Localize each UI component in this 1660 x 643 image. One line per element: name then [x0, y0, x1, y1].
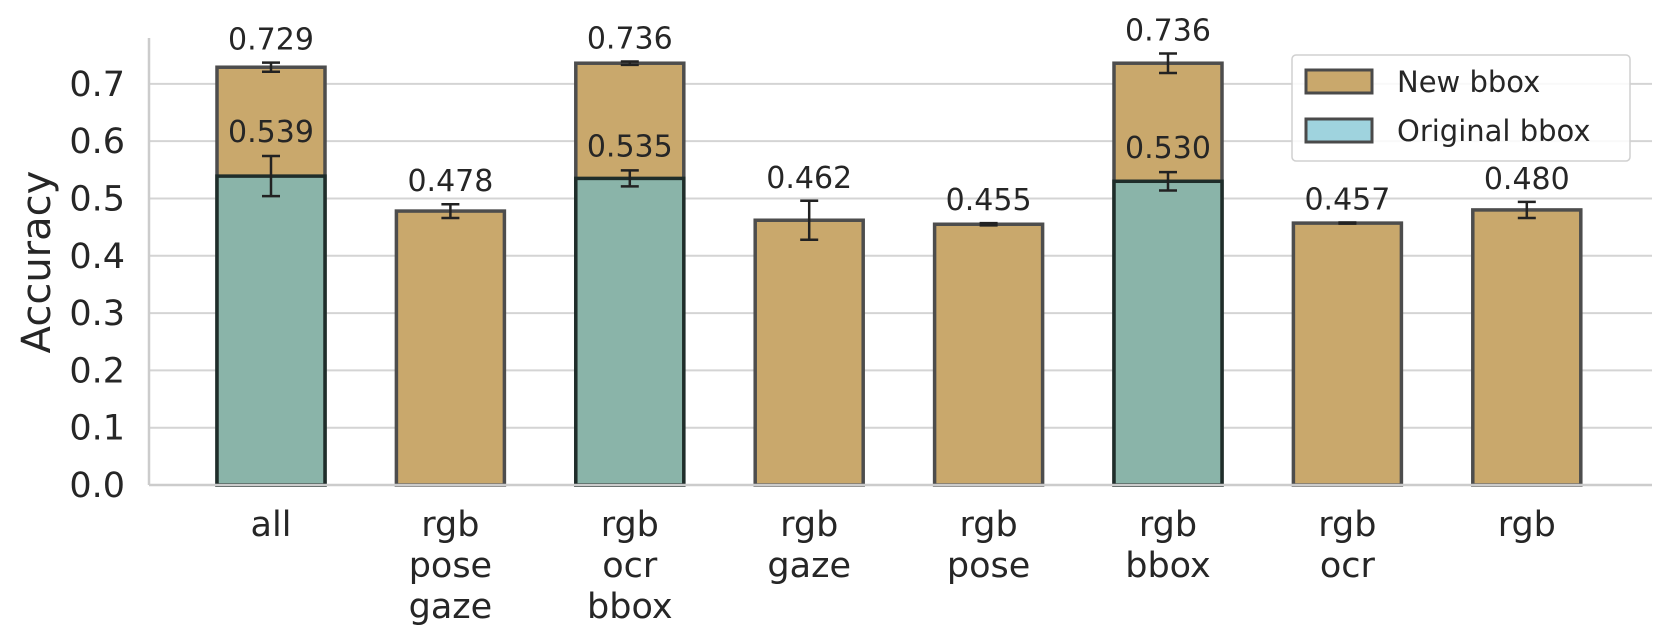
data-label-original-bbox: 0.530	[1125, 131, 1211, 166]
data-label-new-bbox: 0.480	[1484, 162, 1570, 197]
legend-label-new-bbox: New bbox	[1397, 65, 1540, 99]
data-label-new-bbox: 0.457	[1304, 183, 1390, 218]
bar-original-bbox	[1114, 181, 1222, 485]
x-tick-labels: all rgbposegazergbocrbboxrgbgazergbposerg…	[251, 505, 1556, 627]
legend-swatch-new-bbox	[1306, 70, 1372, 93]
x-tick-label: ocr	[1320, 546, 1376, 586]
y-tick-label: 0.6	[69, 122, 125, 162]
x-tick-label: rgb	[1139, 505, 1197, 545]
y-axis-label: Accuracy	[14, 171, 60, 354]
data-label-original-bbox: 0.535	[587, 129, 673, 164]
data-label-new-bbox: 0.455	[946, 183, 1032, 218]
x-tick-label: rgb	[1318, 505, 1376, 545]
legend-label-original-bbox: Original bbox	[1397, 114, 1591, 148]
bar-original-bbox	[217, 176, 325, 485]
legend: New bbox Original bbox	[1292, 55, 1630, 161]
y-tick-label: 0.2	[69, 351, 125, 391]
x-tick-label: bbox	[587, 587, 672, 627]
data-label-new-bbox: 0.736	[1125, 13, 1211, 48]
data-label-new-bbox: 0.736	[587, 21, 673, 56]
y-tick-label: 0.3	[69, 294, 125, 334]
x-tick-label: ocr	[602, 546, 658, 586]
bar-new-bbox	[755, 220, 863, 485]
data-label-new-bbox: 0.478	[407, 164, 493, 199]
data-label-original-bbox: 0.539	[228, 115, 314, 150]
y-tick-labels: 0.0 0.1 0.2 0.3 0.4 0.5 0.6 0.7	[69, 65, 125, 506]
y-tick-label: 0.0	[69, 466, 125, 506]
x-tick-label: gaze	[767, 546, 851, 586]
y-tick-label: 0.7	[69, 65, 125, 105]
x-tick-label: rgb	[421, 505, 479, 545]
bar-new-bbox	[1473, 210, 1581, 485]
y-tick-label: 0.4	[69, 237, 125, 277]
x-tick-label: pose	[947, 546, 1030, 586]
bar-new-bbox	[1293, 223, 1401, 485]
x-tick-label: rgb	[601, 505, 659, 545]
y-tick-label: 0.1	[69, 409, 125, 449]
bar-new-bbox	[396, 211, 504, 485]
y-tick-label: 0.5	[69, 179, 125, 219]
data-label-new-bbox: 0.462	[766, 161, 852, 196]
bar-new-bbox	[935, 224, 1043, 485]
x-tick-label: rgb	[780, 505, 838, 545]
x-tick-label: pose	[409, 546, 492, 586]
x-tick-label: bbox	[1125, 546, 1210, 586]
x-tick-label: all	[251, 505, 292, 545]
bar-original-bbox	[576, 178, 684, 485]
x-tick-label: gaze	[409, 587, 493, 627]
x-tick-label: rgb	[959, 505, 1017, 545]
data-label-new-bbox: 0.729	[228, 23, 314, 58]
legend-swatch-original-bbox	[1306, 119, 1372, 142]
x-tick-label: rgb	[1498, 505, 1556, 545]
